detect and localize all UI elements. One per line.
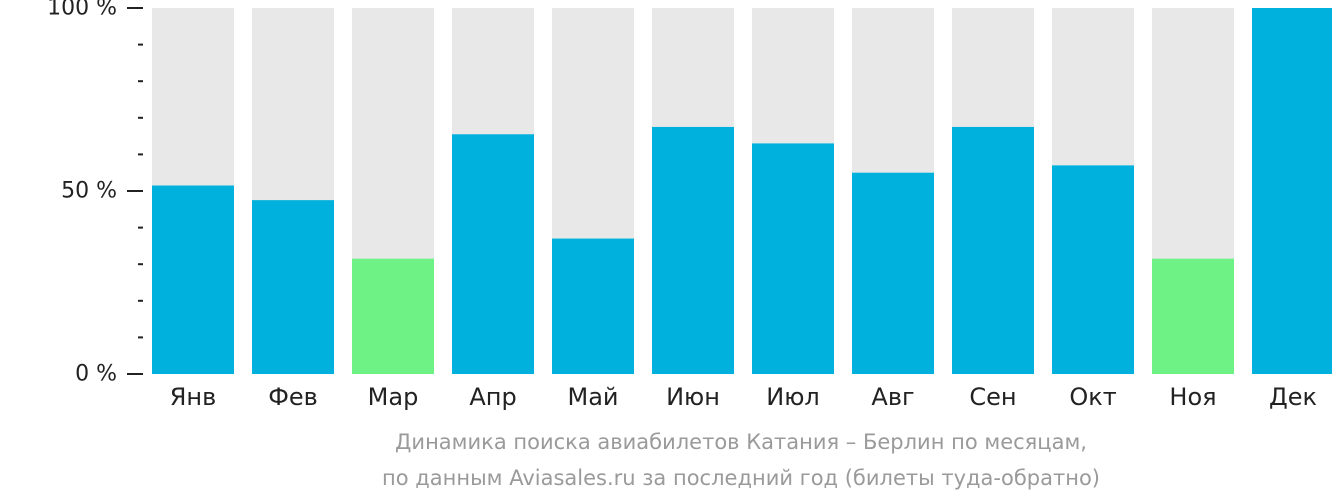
bar-2 [252, 200, 334, 374]
x-tick-label: Янв [170, 383, 217, 411]
x-tick-label: Окт [1069, 383, 1116, 411]
bar-4 [452, 134, 534, 374]
y-tick-label: 50 % [61, 179, 117, 204]
x-axis-labels: Янв Фев Мар Апр Май Июн Июл Авг Сен Окт Ноя Дек [170, 383, 1317, 411]
x-tick-label: Ноя [1169, 383, 1216, 411]
bar-7 [752, 143, 834, 374]
x-tick-label: Мар [368, 383, 419, 411]
bar-chart: 0 % 50 % 100 % Янв Фев Мар Апр Май Июн Июл Авг Сен… [47, 0, 1332, 411]
chart-caption-line-2: по данным Aviasales.ru за последний год … [382, 466, 1100, 490]
x-tick-label: Дек [1269, 383, 1317, 411]
bar-3 [352, 258, 434, 374]
bar-1 [152, 185, 234, 374]
y-tick-label: 0 % [75, 362, 117, 387]
bar-8 [852, 172, 934, 374]
bar-11 [1152, 258, 1234, 374]
x-tick-label: Май [567, 383, 618, 411]
y-axis: 0 % 50 % 100 % [47, 0, 143, 387]
bar-10 [1052, 165, 1134, 374]
bars [152, 8, 1332, 374]
y-tick-label: 100 % [47, 0, 117, 21]
x-tick-label: Фев [268, 383, 318, 411]
bar-6 [652, 126, 734, 374]
chart-caption-line-1: Динамика поиска авиабилетов Катания – Бе… [395, 430, 1087, 454]
x-tick-label: Сен [969, 383, 1016, 411]
bar-12 [1252, 8, 1332, 374]
x-tick-label: Авг [871, 383, 914, 411]
bar-9 [952, 126, 1034, 374]
x-tick-label: Июл [766, 383, 820, 411]
x-tick-label: Июн [666, 383, 720, 411]
x-tick-label: Апр [469, 383, 516, 411]
bar-5 [552, 238, 634, 374]
